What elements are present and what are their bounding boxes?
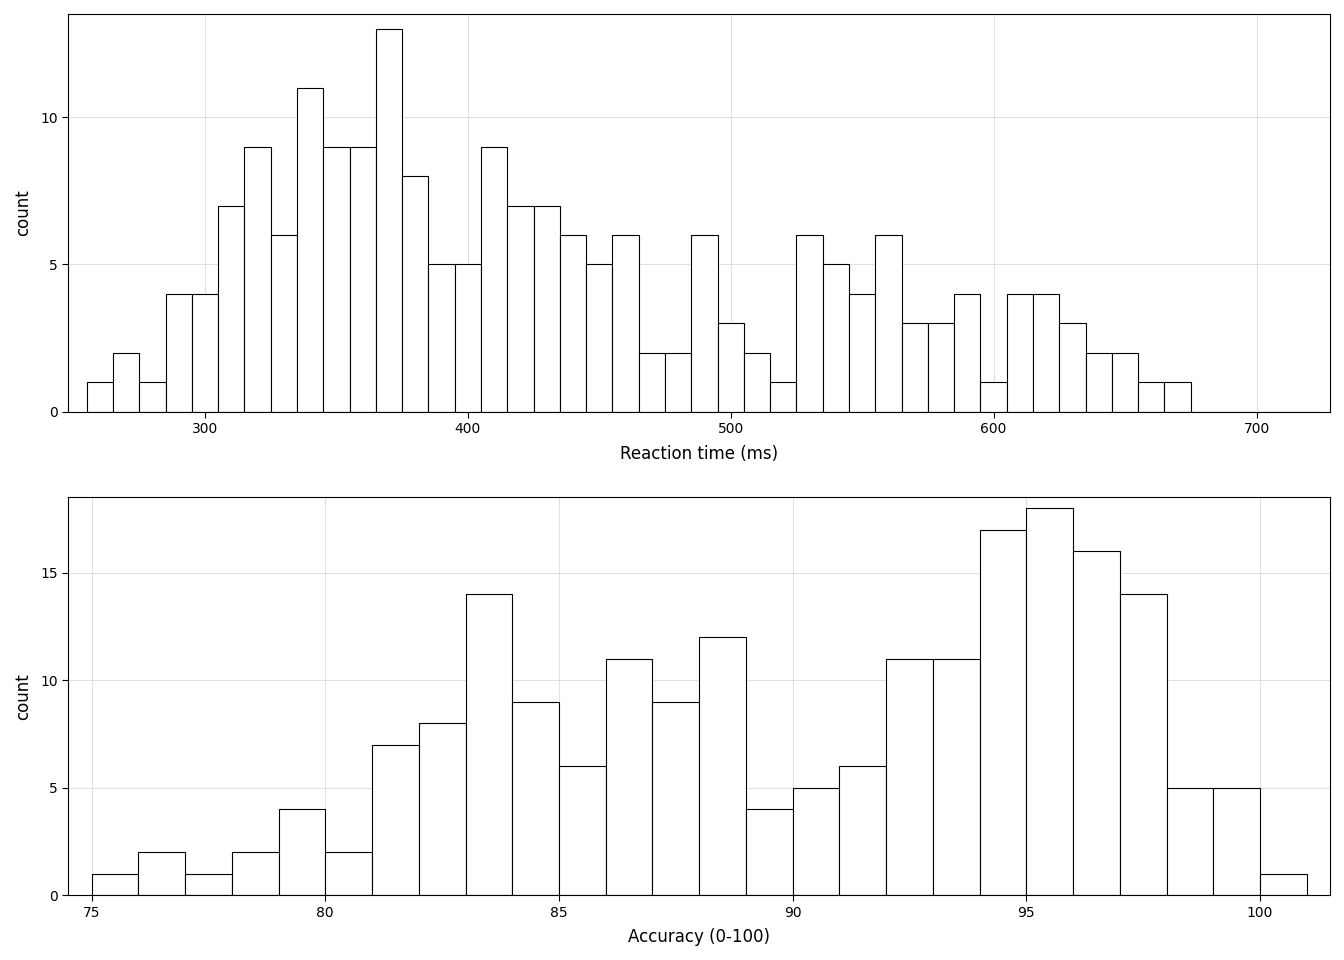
Bar [559,766,606,896]
X-axis label: Accuracy (0-100): Accuracy (0-100) [628,928,770,947]
Bar [980,530,1027,896]
Bar [746,809,793,896]
Bar [1167,788,1214,896]
Bar [613,235,638,412]
Bar [1034,294,1059,412]
Bar [1073,551,1120,896]
Bar [218,205,245,412]
Bar [192,294,218,412]
Bar [1059,324,1086,412]
Bar [507,205,534,412]
Bar [606,659,652,896]
Bar [231,852,278,896]
X-axis label: Reaction time (ms): Reaction time (ms) [620,444,778,463]
Bar [349,147,376,412]
Bar [113,353,140,412]
Bar [1138,382,1164,412]
Bar [1164,382,1191,412]
Bar [1214,788,1261,896]
Bar [902,324,927,412]
Y-axis label: count: count [13,189,32,236]
Bar [429,265,454,412]
Bar [823,265,849,412]
Bar [1086,353,1111,412]
Bar [797,235,823,412]
Bar [270,235,297,412]
Bar [185,874,231,896]
Bar [638,353,665,412]
Bar [245,147,270,412]
Bar [534,205,560,412]
Bar [325,852,372,896]
Bar [718,324,743,412]
Bar [586,265,613,412]
Bar [465,594,512,896]
Bar [981,382,1007,412]
Bar [138,852,185,896]
Bar [419,723,465,896]
Bar [1007,294,1034,412]
Bar [840,766,886,896]
Bar [454,265,481,412]
Y-axis label: count: count [13,673,32,720]
Bar [86,382,113,412]
Bar [691,235,718,412]
Bar [1027,508,1073,896]
Bar [743,353,770,412]
Bar [165,294,192,412]
Bar [665,353,691,412]
Bar [512,702,559,896]
Bar [91,874,138,896]
Bar [140,382,165,412]
Bar [933,659,980,896]
Bar [875,235,902,412]
Bar [886,659,933,896]
Bar [1111,353,1138,412]
Bar [278,809,325,896]
Bar [1261,874,1306,896]
Bar [770,382,797,412]
Bar [324,147,349,412]
Bar [376,29,402,412]
Bar [699,637,746,896]
Bar [849,294,875,412]
Bar [793,788,840,896]
Bar [297,87,324,412]
Bar [372,745,419,896]
Bar [481,147,507,412]
Bar [954,294,981,412]
Bar [402,176,429,412]
Bar [927,324,954,412]
Bar [1120,594,1167,896]
Bar [652,702,699,896]
Bar [560,235,586,412]
